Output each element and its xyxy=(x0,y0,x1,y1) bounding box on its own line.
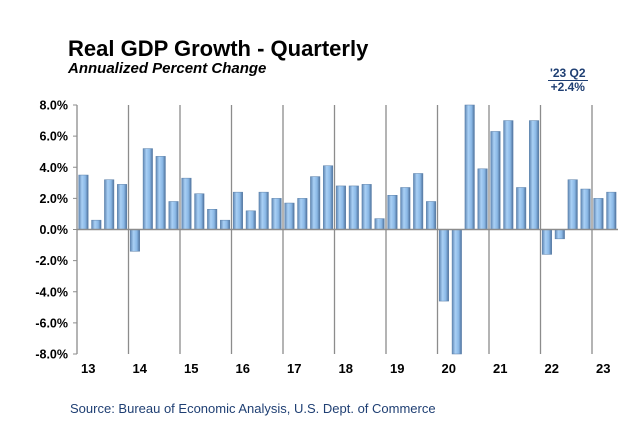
source-note: Source: Bureau of Economic Analysis, U.S… xyxy=(70,401,436,416)
x-tick-label: 18 xyxy=(339,361,353,376)
bar xyxy=(451,229,462,355)
y-tick-label: -4.0% xyxy=(35,285,68,299)
x-tick-label: 16 xyxy=(236,361,250,376)
x-tick-label: 22 xyxy=(545,361,559,376)
bar xyxy=(258,191,269,230)
bar xyxy=(413,173,424,230)
y-tick-label: -8.0% xyxy=(35,348,68,362)
bar xyxy=(361,184,372,230)
bar xyxy=(194,193,205,230)
bar xyxy=(541,229,552,255)
bar xyxy=(297,198,308,230)
bar xyxy=(207,209,218,230)
bar xyxy=(284,202,295,230)
bar xyxy=(554,229,565,240)
bar xyxy=(168,201,179,230)
bar xyxy=(503,120,514,230)
bar xyxy=(606,191,617,230)
y-tick-label: 8.0% xyxy=(40,99,69,113)
bar xyxy=(181,177,192,230)
bar xyxy=(323,165,334,230)
bar xyxy=(477,168,488,230)
annotation-line2: +2.4% xyxy=(550,80,585,94)
bar xyxy=(593,198,604,230)
bar xyxy=(117,184,128,230)
bar xyxy=(104,179,115,230)
x-tick-label: 20 xyxy=(442,361,456,376)
bar xyxy=(529,120,540,230)
y-tick-label: 6.0% xyxy=(40,130,69,144)
bar xyxy=(142,148,153,230)
bar xyxy=(232,191,243,230)
bar xyxy=(387,195,398,230)
bar xyxy=(245,210,256,230)
bar xyxy=(464,104,475,230)
annotation: '23 Q2 +2.4% xyxy=(548,66,588,94)
x-tick-label: 17 xyxy=(287,361,301,376)
bar xyxy=(516,187,527,230)
y-tick-label: 0.0% xyxy=(40,223,69,237)
y-tick-label: -2.0% xyxy=(35,254,68,268)
chart-subtitle: Annualized Percent Change xyxy=(68,60,267,77)
y-tick-label: -6.0% xyxy=(35,316,68,330)
bar xyxy=(490,131,501,230)
x-tick-label: 14 xyxy=(133,361,148,376)
bar xyxy=(129,229,140,252)
bar xyxy=(374,218,385,230)
bar xyxy=(271,198,282,230)
bar xyxy=(78,174,89,230)
x-tick-label: 13 xyxy=(81,361,95,376)
annotation-line1: '23 Q2 xyxy=(548,66,588,81)
bar xyxy=(220,219,231,230)
x-tick-label: 19 xyxy=(390,361,404,376)
bar xyxy=(91,219,102,230)
bar xyxy=(400,187,411,230)
bar xyxy=(426,201,437,230)
bar xyxy=(438,229,449,302)
bar xyxy=(348,185,359,230)
bar xyxy=(580,188,591,230)
chart-title: Real GDP Growth - Quarterly xyxy=(68,36,369,61)
x-tick-label: 21 xyxy=(493,361,507,376)
bar xyxy=(310,176,321,230)
bar xyxy=(567,179,578,230)
x-tick-label: 15 xyxy=(184,361,198,376)
x-tick-label: 23 xyxy=(596,361,610,376)
y-tick-label: 2.0% xyxy=(40,192,69,206)
y-tick-label: 4.0% xyxy=(40,161,69,175)
bar xyxy=(335,185,346,230)
bar xyxy=(155,156,166,230)
